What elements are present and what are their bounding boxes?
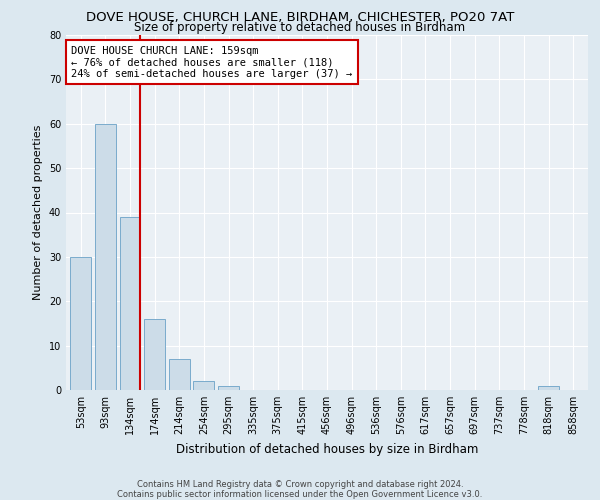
Bar: [95, 124, 116, 390]
Text: DOVE HOUSE CHURCH LANE: 159sqm
← 76% of detached houses are smaller (118)
24% of: DOVE HOUSE CHURCH LANE: 159sqm ← 76% of …: [71, 46, 352, 79]
Text: Contains HM Land Registry data © Crown copyright and database right 2024.
Contai: Contains HM Land Registry data © Crown c…: [118, 480, 482, 499]
Bar: [119, 217, 140, 390]
Y-axis label: Number of detached properties: Number of detached properties: [33, 125, 43, 300]
Text: Size of property relative to detached houses in Birdham: Size of property relative to detached ho…: [134, 22, 466, 35]
Bar: [193, 381, 214, 390]
Bar: [538, 386, 559, 390]
Bar: [70, 257, 91, 390]
Bar: [169, 359, 190, 390]
X-axis label: Distribution of detached houses by size in Birdham: Distribution of detached houses by size …: [176, 442, 478, 456]
Bar: [218, 386, 239, 390]
Bar: [144, 319, 165, 390]
Text: DOVE HOUSE, CHURCH LANE, BIRDHAM, CHICHESTER, PO20 7AT: DOVE HOUSE, CHURCH LANE, BIRDHAM, CHICHE…: [86, 11, 514, 24]
